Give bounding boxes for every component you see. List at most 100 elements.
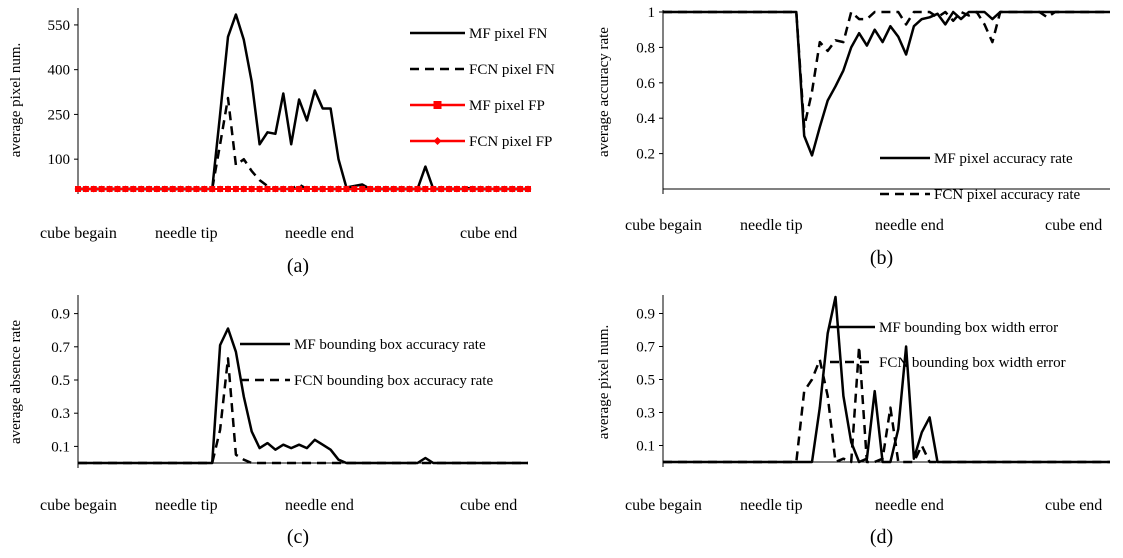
data-point-marker <box>137 185 145 193</box>
legend-entry-1: MF bounding box accuracy rate <box>240 337 486 353</box>
data-point-marker <box>508 185 516 193</box>
data-point-marker <box>358 185 366 193</box>
x-category-label: cube end <box>460 225 517 242</box>
data-point-marker <box>335 185 343 193</box>
y-tick-label: 0.8 <box>636 40 655 56</box>
data-point-marker <box>153 185 161 193</box>
data-point-marker <box>327 185 335 193</box>
data-point-marker <box>319 185 327 193</box>
series-line-2 <box>663 345 1110 464</box>
y-tick-label: 0.3 <box>636 406 655 422</box>
y-tick-label: 0.7 <box>636 340 655 356</box>
y-axis-label: average pixel num. <box>596 325 612 440</box>
panel-label: (d) <box>870 526 893 548</box>
legend-label: MF pixel FP <box>469 98 545 114</box>
data-point-marker <box>390 185 398 193</box>
series-line-2 <box>78 357 528 465</box>
legend-entry-1: MF pixel FN <box>410 26 548 42</box>
x-category-label: cube begain <box>40 497 117 514</box>
data-point-marker <box>256 185 264 193</box>
legend-entry-2: FCN pixel accuracy rate <box>880 187 1081 203</box>
chart-panel-1: 100 250 400 550 average pixel num. cube begai… <box>8 8 555 277</box>
data-point-marker <box>445 185 453 193</box>
legend-entry-1: MF bounding box width error <box>830 320 1058 336</box>
y-tick-label: 0.9 <box>51 307 70 323</box>
panel-label: (b) <box>870 247 893 269</box>
data-point-marker <box>98 185 106 193</box>
x-category-label: cube end <box>460 497 517 514</box>
y-tick-label: 0.5 <box>51 373 70 389</box>
legend-marker <box>433 101 442 109</box>
series-line-1 <box>78 13 528 191</box>
legend-label: FCN pixel accuracy rate <box>934 187 1081 203</box>
data-point-marker <box>208 185 216 193</box>
data-point-marker <box>516 185 524 193</box>
data-point-marker <box>161 185 169 193</box>
y-tick-label: 100 <box>48 152 71 168</box>
legend-label: FCN bounding box width error <box>879 355 1066 371</box>
legend-label: MF bounding box width error <box>879 320 1058 336</box>
y-tick-label: 400 <box>48 63 71 79</box>
data-point-marker <box>485 185 493 193</box>
data-point-marker <box>271 185 279 193</box>
data-point-marker <box>406 185 414 193</box>
y-axis-label: average accuracy rate <box>596 27 612 157</box>
chart-panel-3: 0.1 0.3 0.5 0.7 0.9 average absence rate cube … <box>8 295 528 548</box>
x-category-label: needle end <box>875 217 944 234</box>
x-category-label: needle tip <box>155 225 218 242</box>
legend-entry-2: FCN pixel FN <box>410 62 555 78</box>
data-point-marker <box>366 185 374 193</box>
data-point-marker <box>113 185 121 193</box>
y-tick-label: 0.1 <box>636 439 655 455</box>
y-tick-label: 0.6 <box>636 76 655 92</box>
x-category-label: needle end <box>285 497 354 514</box>
series-line-1 <box>663 10 1110 157</box>
legend-label: MF pixel FN <box>469 26 548 42</box>
data-point-marker <box>453 185 461 193</box>
y-tick-label: 0.2 <box>636 147 655 163</box>
data-point-marker <box>74 185 82 193</box>
data-point-marker <box>216 185 224 193</box>
panel-label: (a) <box>287 255 309 277</box>
data-point-marker <box>469 185 477 193</box>
legend-entry-4: FCN pixel FP <box>410 134 552 150</box>
data-point-marker <box>500 185 508 193</box>
data-point-marker <box>492 185 500 193</box>
data-point-marker <box>350 185 358 193</box>
data-point-marker <box>129 185 137 193</box>
y-tick-label: 250 <box>48 107 71 123</box>
data-point-marker <box>398 185 406 193</box>
data-point-marker <box>382 185 390 193</box>
y-tick-label: 0.7 <box>51 340 70 356</box>
chart-panel-4: 0.1 0.3 0.5 0.7 0.9 average pixel num. cube be… <box>596 295 1110 548</box>
data-point-marker <box>263 185 271 193</box>
y-tick-label: 0.9 <box>636 307 655 323</box>
y-axis-label: average absence rate <box>8 320 24 444</box>
data-point-marker <box>429 185 437 193</box>
y-tick-label: 0.3 <box>51 406 70 422</box>
data-point-marker <box>240 185 248 193</box>
data-point-marker <box>121 185 129 193</box>
x-category-label: cube begain <box>625 217 702 234</box>
x-category-label: cube begain <box>625 497 702 514</box>
data-point-marker <box>106 185 114 193</box>
y-tick-label: 0.4 <box>636 111 655 127</box>
data-point-marker <box>295 185 303 193</box>
legend-entry-2: FCN bounding box width error <box>830 355 1066 371</box>
data-point-marker <box>437 185 445 193</box>
data-point-marker <box>374 185 382 193</box>
legend-marker <box>433 137 442 145</box>
x-category-label: cube end <box>1045 497 1102 514</box>
data-point-marker <box>185 185 193 193</box>
data-point-marker <box>145 185 153 193</box>
x-category-label: needle end <box>875 497 944 514</box>
legend-label: FCN pixel FP <box>469 134 552 150</box>
y-tick-label: 0.1 <box>51 439 70 455</box>
legend-entry-1: MF pixel accuracy rate <box>880 151 1073 167</box>
data-point-marker <box>524 185 532 193</box>
y-axis-label: average pixel num. <box>8 43 24 158</box>
series-line-2 <box>663 10 1110 129</box>
x-category-label: needle tip <box>740 497 803 514</box>
y-tick-label: 1 <box>648 5 656 21</box>
